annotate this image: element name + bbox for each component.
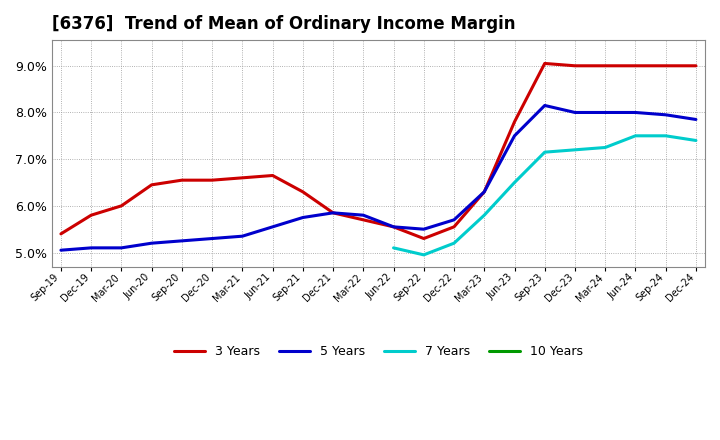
- 3 Years: [541, 61, 549, 66]
- 5 Years: [117, 245, 126, 250]
- 3 Years: [359, 217, 368, 223]
- 5 Years: [299, 215, 307, 220]
- 3 Years: [299, 189, 307, 194]
- 5 Years: [208, 236, 217, 241]
- 7 Years: [541, 150, 549, 155]
- Line: 7 Years: 7 Years: [394, 136, 696, 255]
- 5 Years: [57, 248, 66, 253]
- 5 Years: [541, 103, 549, 108]
- 5 Years: [692, 117, 701, 122]
- 7 Years: [631, 133, 640, 139]
- 3 Years: [117, 203, 126, 209]
- Text: [6376]  Trend of Mean of Ordinary Income Margin: [6376] Trend of Mean of Ordinary Income …: [52, 15, 516, 33]
- 3 Years: [601, 63, 610, 69]
- 7 Years: [450, 241, 459, 246]
- 5 Years: [631, 110, 640, 115]
- 7 Years: [480, 213, 489, 218]
- 5 Years: [450, 217, 459, 223]
- 5 Years: [390, 224, 398, 230]
- 3 Years: [450, 224, 459, 230]
- Line: 3 Years: 3 Years: [61, 63, 696, 238]
- 7 Years: [510, 180, 519, 185]
- 3 Years: [238, 175, 247, 180]
- 3 Years: [631, 63, 640, 69]
- 3 Years: [269, 173, 277, 178]
- 3 Years: [148, 182, 156, 187]
- 3 Years: [57, 231, 66, 236]
- 5 Years: [662, 112, 670, 117]
- 3 Years: [662, 63, 670, 69]
- 5 Years: [269, 224, 277, 230]
- 5 Years: [510, 133, 519, 139]
- 7 Years: [692, 138, 701, 143]
- Line: 5 Years: 5 Years: [61, 106, 696, 250]
- 5 Years: [178, 238, 186, 243]
- 3 Years: [87, 213, 96, 218]
- 5 Years: [480, 189, 489, 194]
- 5 Years: [571, 110, 580, 115]
- 5 Years: [359, 213, 368, 218]
- 3 Years: [420, 236, 428, 241]
- 3 Years: [571, 63, 580, 69]
- 7 Years: [390, 245, 398, 250]
- 5 Years: [601, 110, 610, 115]
- 5 Years: [238, 234, 247, 239]
- 5 Years: [329, 210, 338, 216]
- 7 Years: [662, 133, 670, 139]
- 3 Years: [510, 119, 519, 125]
- 3 Years: [329, 210, 338, 216]
- 7 Years: [571, 147, 580, 153]
- 7 Years: [601, 145, 610, 150]
- 5 Years: [87, 245, 96, 250]
- 3 Years: [208, 177, 217, 183]
- Legend: 3 Years, 5 Years, 7 Years, 10 Years: 3 Years, 5 Years, 7 Years, 10 Years: [174, 345, 583, 358]
- 5 Years: [148, 241, 156, 246]
- 3 Years: [390, 224, 398, 230]
- 3 Years: [178, 177, 186, 183]
- 7 Years: [420, 252, 428, 257]
- 3 Years: [480, 189, 489, 194]
- 3 Years: [692, 63, 701, 69]
- 5 Years: [420, 227, 428, 232]
